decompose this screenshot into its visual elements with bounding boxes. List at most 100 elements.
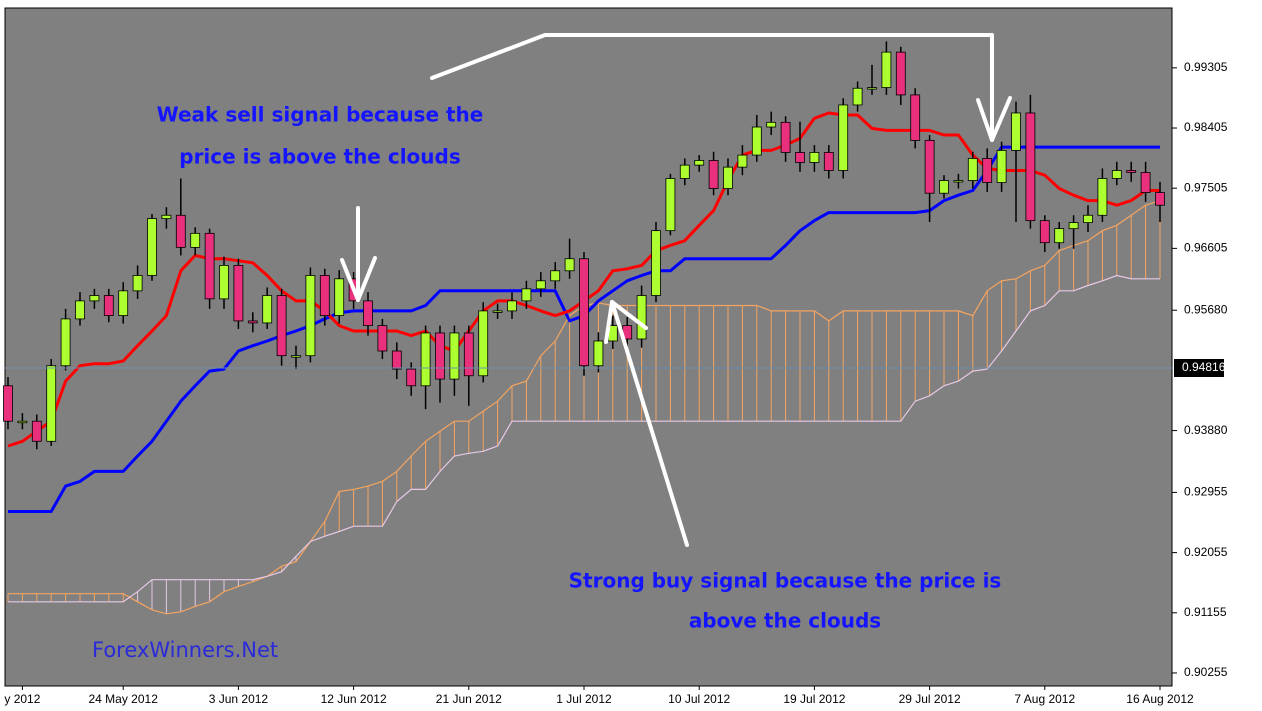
candle-body — [751, 126, 762, 156]
candle-body — [838, 104, 849, 171]
candle-body — [939, 180, 949, 194]
x-tick-label: 7 Aug 2012 — [1014, 692, 1075, 706]
annotation: price is above the clouds — [179, 145, 461, 169]
candle-body — [233, 265, 244, 322]
candle-body — [391, 350, 402, 370]
candle-body — [780, 121, 791, 153]
annotations: Weak sell signal because the price is ab… — [92, 33, 1012, 662]
y-tick-label: 0.92955 — [1184, 485, 1228, 499]
candle-body — [1097, 178, 1108, 216]
candle-body — [1083, 214, 1093, 224]
y-tick-label: 0.91155 — [1184, 605, 1227, 619]
x-tick-label: 29 Jul 2012 — [899, 692, 961, 706]
candle-body — [550, 270, 561, 282]
candle-body — [1039, 220, 1050, 244]
candle-body — [1126, 170, 1137, 173]
candle-body — [319, 275, 330, 316]
candle-body — [881, 51, 892, 88]
candle-body — [46, 365, 57, 442]
candle-body — [766, 121, 777, 128]
candle-body — [175, 214, 186, 248]
candle-body — [478, 310, 489, 377]
candle-body — [247, 320, 258, 324]
candle-body — [910, 94, 921, 141]
y-tick-label: 0.96605 — [1184, 241, 1228, 255]
candle-body — [924, 139, 935, 194]
x-tick-label: 24 May 2012 — [89, 692, 159, 706]
candle-body — [3, 385, 13, 422]
current-price-box — [1174, 358, 1224, 377]
candle-body — [132, 275, 143, 292]
candle-body — [31, 420, 42, 442]
candle-body — [492, 310, 503, 313]
candle-body — [1111, 170, 1122, 179]
candle-body — [636, 295, 647, 340]
candle-body — [665, 178, 676, 232]
candle-body — [593, 340, 604, 367]
candle-body — [363, 300, 373, 327]
y-tick-label: 0.95680 — [1184, 302, 1228, 316]
arrow-head — [340, 256, 377, 302]
candle-body — [579, 258, 589, 367]
x-tick-label: 3 Jun 2012 — [209, 692, 269, 706]
candle-body — [161, 214, 172, 220]
candle-body — [435, 332, 445, 380]
candle-body — [679, 164, 690, 179]
candle-body — [737, 154, 748, 168]
candle-body — [809, 152, 820, 163]
marks — [3, 41, 1172, 615]
candle-body — [190, 232, 201, 248]
candle-body — [795, 152, 805, 163]
candle-body — [823, 152, 834, 171]
candle-body — [75, 300, 85, 320]
candle-body — [89, 295, 100, 302]
arrow-head — [604, 300, 648, 344]
candle-body — [147, 218, 157, 276]
arrow — [610, 300, 689, 547]
candle-body — [276, 295, 287, 357]
candle-body — [953, 180, 964, 183]
candle-body — [334, 278, 345, 316]
candle-body — [521, 288, 532, 302]
candle-body — [103, 295, 114, 316]
x-tick-label: 16 Aug 2012 — [1126, 692, 1194, 706]
candle-body — [420, 332, 431, 387]
candle-body — [118, 290, 129, 316]
x-tick-label: 1 Jul 2012 — [556, 692, 612, 706]
x-tick-label: 12 Jun 2012 — [321, 692, 387, 706]
x-tick-label: y 2012 — [4, 692, 40, 706]
candle-body — [694, 160, 705, 166]
annotation: Weak sell signal because the — [157, 103, 484, 127]
candle-body — [1011, 112, 1021, 151]
candle-body — [291, 355, 301, 358]
candle-body — [204, 232, 215, 300]
candle-body — [377, 325, 388, 352]
candle-body — [1140, 172, 1151, 193]
candle-body — [1054, 228, 1065, 244]
x-tick-label: 19 Jul 2012 — [783, 692, 845, 706]
y-tick-label: 0.92055 — [1184, 545, 1228, 559]
candle-body — [723, 166, 733, 189]
arrow — [430, 33, 994, 142]
candle-body — [996, 150, 1007, 183]
arrow-head — [976, 96, 1012, 142]
candle-body — [895, 51, 906, 96]
y-tick-label: 0.98405 — [1184, 120, 1228, 134]
candle-body — [406, 368, 417, 387]
candle-body — [1155, 192, 1165, 206]
y-tick-label: 0.97505 — [1184, 180, 1228, 194]
annotation: above the clouds — [689, 609, 881, 633]
candle-body — [219, 265, 229, 300]
candle-body — [507, 300, 517, 312]
x-tick-label: 21 Jun 2012 — [436, 692, 502, 706]
candle-body — [564, 258, 575, 272]
x-tick-label: 10 Jul 2012 — [668, 692, 730, 706]
candle-body — [708, 160, 719, 189]
candle-body — [1068, 222, 1079, 230]
candle-body — [967, 158, 978, 181]
y-tick-label: 0.99305 — [1184, 60, 1228, 74]
candle-body — [535, 280, 546, 290]
candle-body — [852, 87, 863, 106]
